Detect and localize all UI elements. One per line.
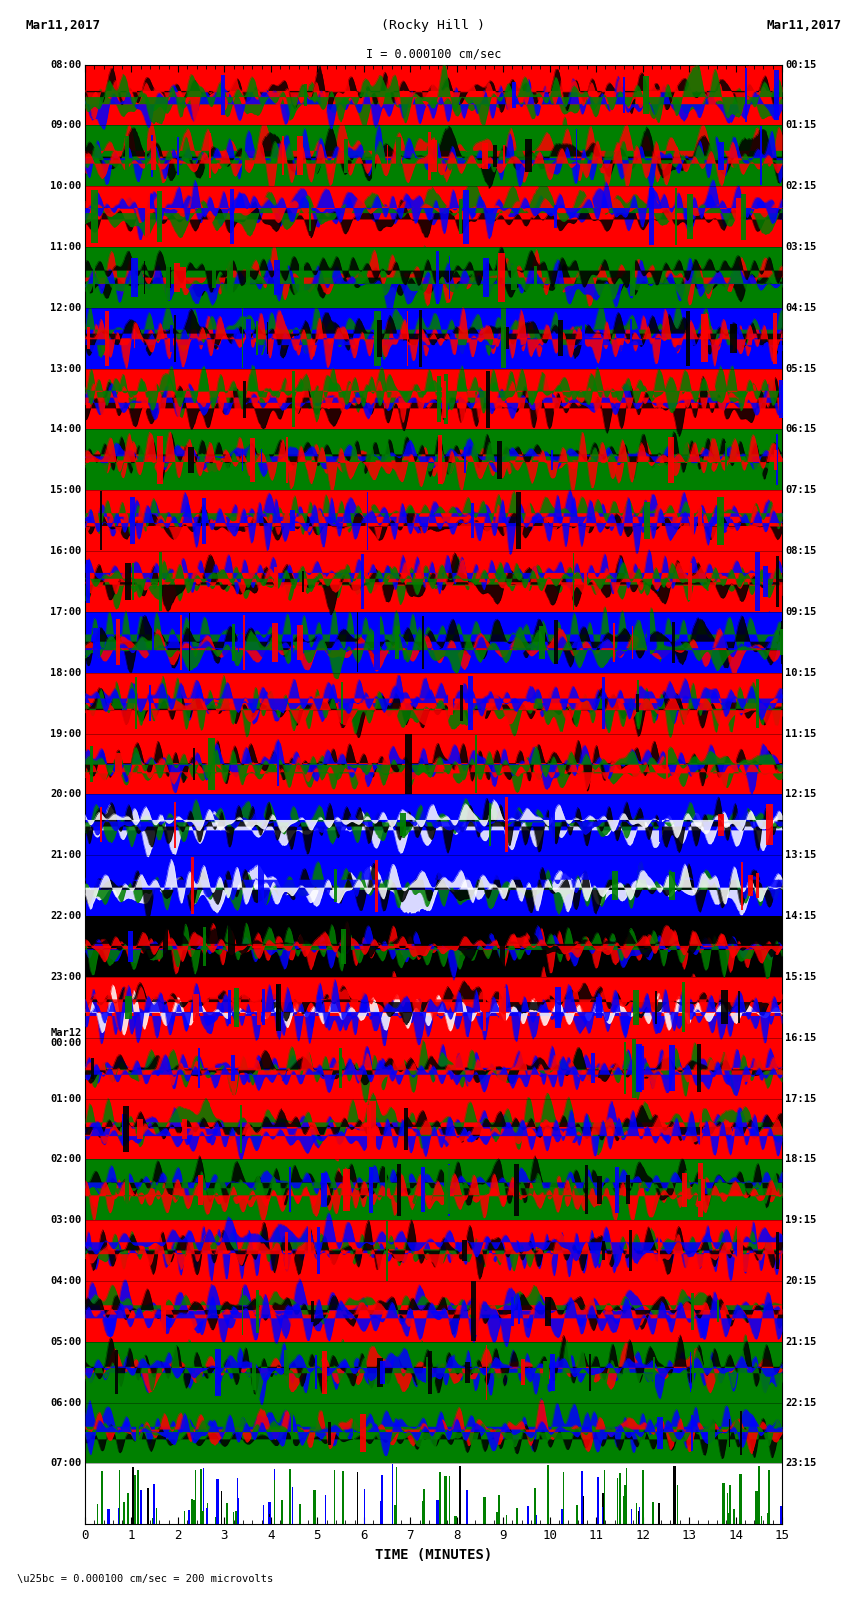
Text: 23:00: 23:00: [50, 973, 82, 982]
Text: 06:00: 06:00: [50, 1397, 82, 1408]
Text: 21:15: 21:15: [785, 1337, 817, 1347]
Text: 16:15: 16:15: [785, 1032, 817, 1042]
Text: 15:15: 15:15: [785, 973, 817, 982]
Text: 07:00: 07:00: [50, 1458, 82, 1468]
Text: 12:00: 12:00: [50, 303, 82, 313]
Text: 07:15: 07:15: [785, 486, 817, 495]
Text: 02:15: 02:15: [785, 181, 817, 192]
Text: 14:15: 14:15: [785, 911, 817, 921]
Text: 10:00: 10:00: [50, 181, 82, 192]
Text: 17:00: 17:00: [50, 606, 82, 616]
Text: 14:00: 14:00: [50, 424, 82, 434]
Text: 19:15: 19:15: [785, 1215, 817, 1226]
Text: (Rocky Hill ): (Rocky Hill ): [382, 19, 485, 32]
Text: 01:00: 01:00: [50, 1094, 82, 1103]
Text: 06:15: 06:15: [785, 424, 817, 434]
Text: 08:15: 08:15: [785, 547, 817, 556]
Text: 04:15: 04:15: [785, 303, 817, 313]
X-axis label: TIME (MINUTES): TIME (MINUTES): [375, 1548, 492, 1561]
Text: 10:15: 10:15: [785, 668, 817, 677]
Text: 11:00: 11:00: [50, 242, 82, 252]
Text: 09:15: 09:15: [785, 606, 817, 616]
Text: 18:00: 18:00: [50, 668, 82, 677]
Text: I = 0.000100 cm/sec: I = 0.000100 cm/sec: [366, 47, 502, 60]
Text: 15:00: 15:00: [50, 486, 82, 495]
Text: 13:00: 13:00: [50, 363, 82, 374]
Text: 11:15: 11:15: [785, 729, 817, 739]
Text: Mar11,2017: Mar11,2017: [766, 19, 842, 32]
Text: 08:00: 08:00: [50, 60, 82, 69]
Text: \u25bc = 0.000100 cm/sec = 200 microvolts: \u25bc = 0.000100 cm/sec = 200 microvolt…: [17, 1574, 273, 1584]
Text: 23:15: 23:15: [785, 1458, 817, 1468]
Text: 09:00: 09:00: [50, 121, 82, 131]
Text: 21:00: 21:00: [50, 850, 82, 860]
Text: 13:15: 13:15: [785, 850, 817, 860]
Text: 04:00: 04:00: [50, 1276, 82, 1286]
Text: 20:15: 20:15: [785, 1276, 817, 1286]
Text: Mar11,2017: Mar11,2017: [26, 19, 101, 32]
Text: 22:00: 22:00: [50, 911, 82, 921]
Text: 20:00: 20:00: [50, 789, 82, 800]
Text: 05:15: 05:15: [785, 363, 817, 374]
Text: 16:00: 16:00: [50, 547, 82, 556]
Text: 17:15: 17:15: [785, 1094, 817, 1103]
Text: 03:00: 03:00: [50, 1215, 82, 1226]
Text: 03:15: 03:15: [785, 242, 817, 252]
Text: 00:00: 00:00: [50, 1037, 82, 1048]
Text: 18:15: 18:15: [785, 1155, 817, 1165]
Text: 02:00: 02:00: [50, 1155, 82, 1165]
Text: 22:15: 22:15: [785, 1397, 817, 1408]
Text: 00:15: 00:15: [785, 60, 817, 69]
Text: 19:00: 19:00: [50, 729, 82, 739]
Text: 12:15: 12:15: [785, 789, 817, 800]
Text: Mar12: Mar12: [50, 1027, 82, 1037]
Text: 01:15: 01:15: [785, 121, 817, 131]
Text: 05:00: 05:00: [50, 1337, 82, 1347]
